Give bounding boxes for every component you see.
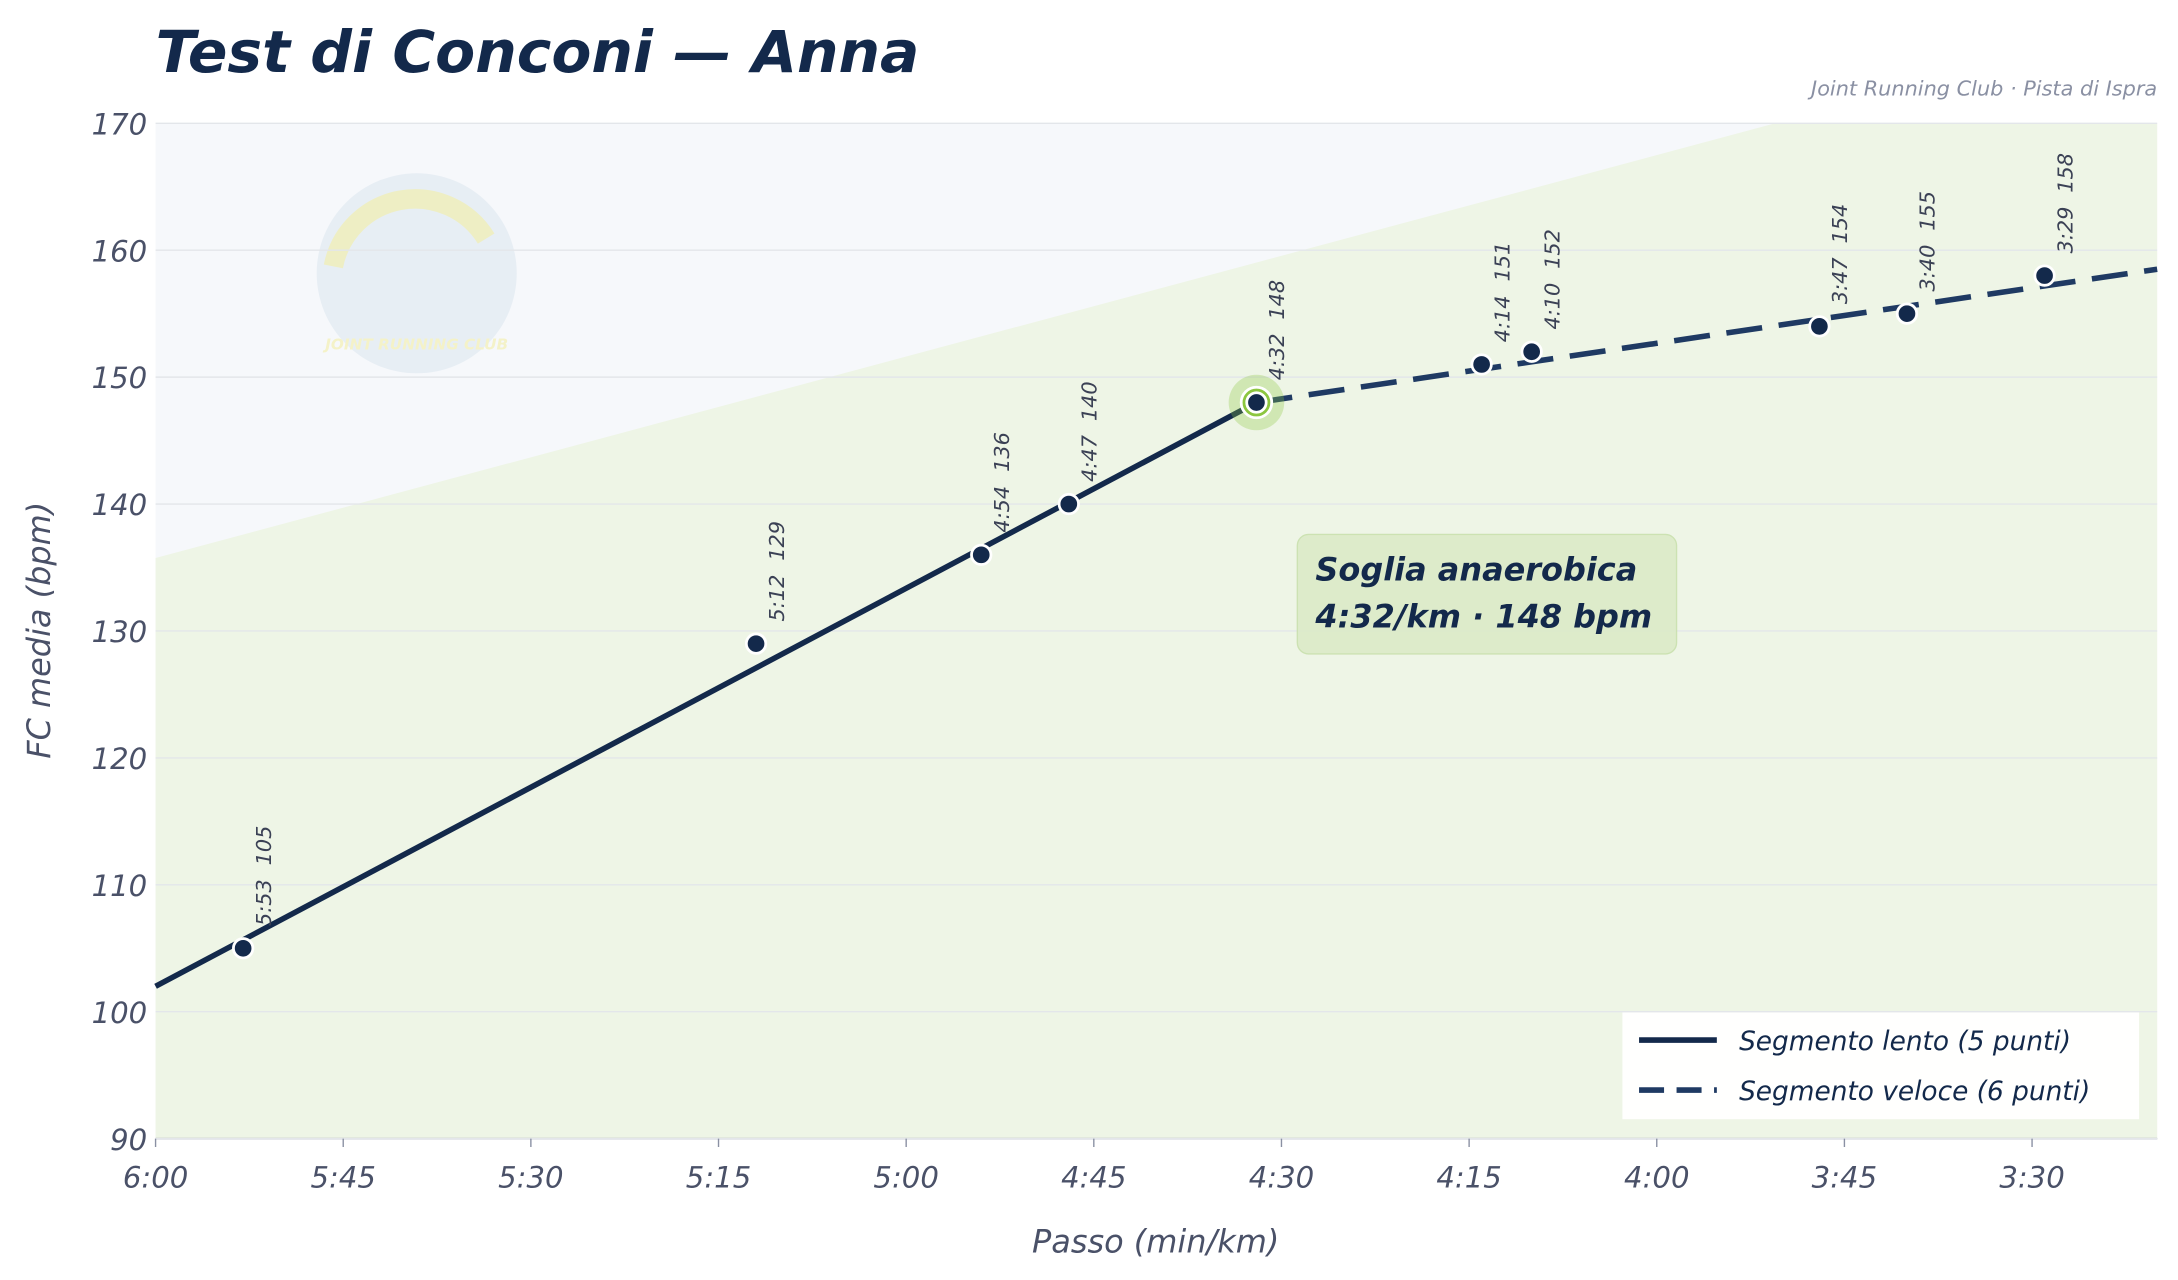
- regression-line: [1256, 266, 2158, 406]
- x-tick-label: 6:00: [123, 1160, 188, 1194]
- legend-box: [1622, 1012, 2140, 1120]
- data-label: 4:10 152: [1540, 229, 1564, 329]
- x-tick-label: 5:00: [873, 1160, 938, 1194]
- data-label-hr: 151: [1490, 242, 1514, 282]
- y-tick-label: 140: [92, 488, 148, 522]
- x-tick-label: 3:45: [1812, 1160, 1877, 1194]
- legend: Segmento lento (5 punti) Segmento veloce …: [1622, 1012, 2140, 1120]
- data-label-pace: 4:10: [1540, 283, 1564, 330]
- data-point: [744, 632, 768, 655]
- data-label-hr: 105: [252, 826, 276, 866]
- subtitle: Joint Running Club · Pista di Ispra: [1807, 76, 2157, 100]
- data-label-pace: 4:14: [1490, 295, 1514, 342]
- y-tick-label: 160: [92, 234, 148, 268]
- y-tick-label: 90: [110, 1123, 147, 1157]
- data-label-pace: 3:47: [1828, 257, 1852, 305]
- data-label-pace: 5:53: [252, 879, 276, 926]
- data-label-pace: 4:47: [1078, 434, 1102, 482]
- data-label: 4:14 151: [1490, 242, 1514, 342]
- annotation-text: 4:32/km · 148 bpm: [1314, 597, 1652, 635]
- data-label-hr: 136: [990, 432, 1014, 472]
- data-label-hr: 158: [2053, 153, 2077, 193]
- data-label-hr: 148: [1265, 280, 1289, 320]
- data-point: [1470, 353, 1493, 376]
- data-label: 4:32 148: [1265, 280, 1289, 380]
- x-tick-label: 5:45: [310, 1160, 375, 1194]
- data-label: 3:47 154: [1828, 204, 1852, 304]
- y-tick-label: 120: [92, 742, 148, 776]
- y-tick-label: 100: [92, 996, 148, 1030]
- data-label: 5:12 129: [765, 521, 789, 621]
- data-point: [1057, 492, 1080, 516]
- annotation-box: [1296, 533, 1678, 655]
- data-point: [1245, 391, 1268, 414]
- data-label-hr: 129: [765, 521, 789, 561]
- data-label: 3:40 155: [1916, 191, 1940, 291]
- data-point: [970, 543, 993, 566]
- y-tick-label: 110: [92, 869, 148, 903]
- data-point: [2033, 264, 2056, 287]
- data-label: 5:53 105: [252, 826, 276, 926]
- x-axis-label: Passo (min/km): [1032, 1223, 1279, 1261]
- data-label-hr: 154: [1828, 204, 1852, 244]
- y-tick-label: 130: [92, 615, 148, 649]
- x-tick-label: 5:15: [686, 1160, 751, 1194]
- data-point: [232, 937, 255, 960]
- y-tick-label: 170: [92, 107, 148, 141]
- data-point: [1895, 302, 1919, 325]
- x-tick-label: 4:30: [1249, 1160, 1314, 1194]
- data-label-pace: 3:40: [1916, 245, 1940, 292]
- annotation-text: Soglia anaerobica: [1315, 550, 1637, 588]
- data-label-pace: 5:12: [765, 575, 789, 622]
- legend-label: Segmento veloce (6 punti): [1739, 1077, 2090, 1107]
- data-label-hr: 155: [1916, 191, 1940, 231]
- x-tick-label: 5:30: [498, 1160, 563, 1194]
- legend-label: Segmento lento (5 punti): [1739, 1027, 2071, 1057]
- x-tick-label: 4:00: [1624, 1160, 1689, 1194]
- logo-arc: [323, 189, 495, 269]
- data-label-hr: 140: [1078, 381, 1102, 421]
- data-label-pace: 3:29: [2053, 207, 2077, 254]
- data-label: 4:47 140: [1078, 381, 1102, 481]
- data-point: [1808, 315, 1831, 338]
- logo-text: JOINT RUNNING CLUB: [322, 336, 508, 354]
- chart-title: Test di Conconi — Anna: [156, 18, 920, 86]
- y-axis-label: FC media (bpm): [20, 502, 58, 759]
- x-tick-label: 4:45: [1061, 1160, 1126, 1194]
- data-point: [1520, 340, 1543, 363]
- data-label: 3:29 158: [2053, 153, 2077, 253]
- data-label-pace: 4:54: [990, 486, 1014, 533]
- data-label-pace: 4:32: [1265, 334, 1289, 381]
- data-label: 4:54 136: [990, 432, 1014, 532]
- x-tick-label: 4:15: [1436, 1160, 1501, 1194]
- y-tick-label: 150: [92, 361, 148, 395]
- x-tick-label: 3:30: [1999, 1160, 2064, 1194]
- data-label-hr: 152: [1540, 229, 1564, 269]
